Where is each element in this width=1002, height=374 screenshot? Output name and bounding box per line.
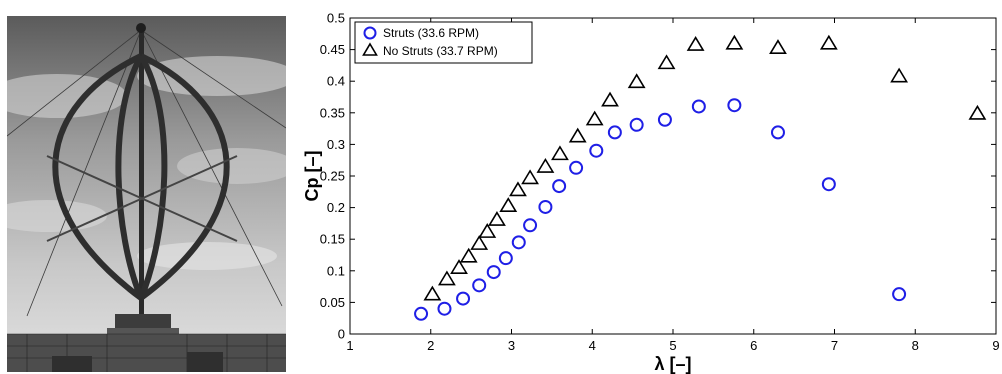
no-struts-data-point [627, 73, 646, 89]
y-tick-label: 0.5 [327, 11, 345, 26]
struts-data-point [821, 177, 836, 192]
no-struts-data-point [499, 197, 518, 213]
struts-data-point [589, 143, 604, 158]
y-tick-label: 0 [338, 327, 345, 342]
no-struts-data-point [459, 247, 478, 263]
no-struts-data-point [450, 259, 468, 274]
struts-data-point [523, 218, 538, 233]
no-struts-data-point [488, 211, 506, 226]
no-struts-data-point [478, 223, 497, 238]
x-tick-label: 9 [992, 338, 999, 353]
y-tick-label: 0.1 [327, 263, 345, 278]
struts-data-point [691, 99, 706, 114]
y-tick-label: 0.45 [320, 42, 345, 57]
x-tick-label: 7 [831, 338, 838, 353]
y-tick-label: 0.15 [320, 232, 345, 247]
cp-vs-tsr-chart: 1 2 3 4 5 6 7 8 9 0 0.05 0.1 0.15 0.2 0.25 0.3 0.35 0.4 0.… [302, 11, 1000, 374]
no-struts-data-point [536, 157, 555, 173]
struts-data-point [770, 125, 785, 140]
no-struts-data-point [568, 127, 587, 143]
y-tick-label: 0.35 [320, 105, 345, 120]
no-struts-data-point [601, 91, 619, 107]
no-struts-data-point [686, 35, 705, 51]
no-struts-data-point [657, 54, 676, 70]
x-tick-label: 1 [346, 338, 353, 353]
x-tick-label: 8 [912, 338, 919, 353]
y-axis-title: Cp [–] [302, 151, 322, 202]
struts-data-point [538, 199, 553, 214]
no-struts-data-point [968, 104, 987, 120]
no-struts-data-point [890, 67, 909, 83]
struts-data-point [892, 287, 907, 302]
y-tick-label: 0.4 [327, 74, 345, 89]
struts-data-point [657, 112, 672, 127]
y-tick-label: 0.2 [327, 200, 345, 215]
struts-data-point [486, 265, 501, 280]
x-axis-title: λ [–] [654, 354, 691, 374]
struts-data-point [629, 117, 644, 132]
x-tick-label: 2 [427, 338, 434, 353]
struts-data-point [552, 179, 567, 194]
legend: Struts (33.6 RPM) No Struts (33.7 RPM) [354, 21, 533, 64]
struts-data-point [727, 98, 742, 113]
struts-data-point [437, 301, 452, 316]
no-struts-data-point [437, 270, 456, 286]
struts-data-point [456, 291, 471, 306]
legend-no-struts-marker-icon [362, 42, 378, 56]
y-tick-label: 0.25 [320, 169, 345, 184]
y-tick-label: 0.3 [327, 137, 345, 152]
x-tick-label: 4 [589, 338, 596, 353]
struts-data-point [511, 235, 526, 250]
legend-struts-label: Struts (33.6 RPM) [383, 26, 479, 40]
struts-data-point [569, 160, 584, 175]
no-struts-data-point [423, 285, 442, 301]
x-tick-label: 6 [750, 338, 757, 353]
y-tick-label: 0.05 [320, 295, 345, 310]
x-tick-label: 5 [669, 338, 676, 353]
wind-turbine-photo [7, 16, 286, 372]
no-struts-data-point [509, 181, 527, 197]
legend-no-struts-label: No Struts (33.7 RPM) [383, 44, 498, 58]
legend-struts-marker-icon [363, 26, 377, 40]
legend-box [354, 21, 533, 64]
plot-area [349, 17, 997, 335]
struts-data-point [498, 251, 513, 266]
no-struts-data-point [470, 235, 489, 250]
no-struts-data-point [725, 34, 744, 50]
x-tick-label: 3 [508, 338, 515, 353]
no-struts-data-point [585, 110, 604, 126]
no-struts-data-point [769, 39, 787, 55]
struts-data-point [607, 125, 622, 140]
no-struts-data-point [551, 145, 569, 161]
no-struts-data-point [819, 34, 838, 50]
struts-data-point [472, 278, 487, 293]
struts-data-point [414, 306, 429, 321]
no-struts-data-point [521, 169, 539, 185]
